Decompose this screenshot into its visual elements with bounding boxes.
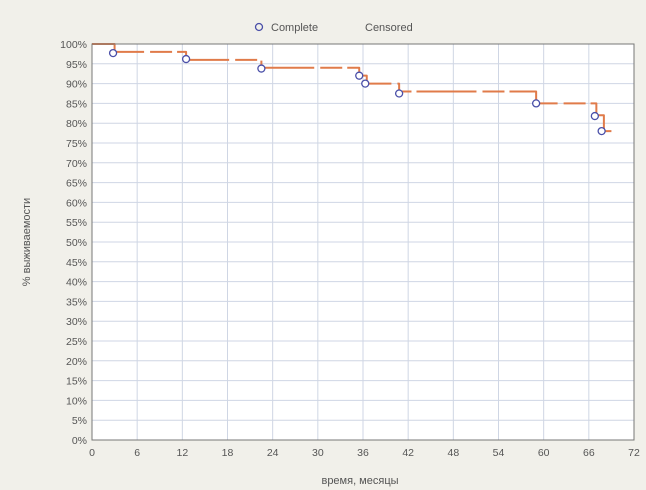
legend-complete-marker (254, 22, 264, 32)
y-tick-label: 20% (66, 356, 87, 368)
plot-frame (91, 43, 635, 441)
y-tick-label: 85% (66, 98, 87, 110)
y-tick-label: 65% (66, 178, 87, 190)
y-tick-label: 25% (66, 336, 87, 348)
y-tick-label: 45% (66, 257, 87, 269)
x-tick-label: 54 (493, 447, 505, 459)
x-tick-label: 6 (134, 447, 140, 459)
x-tick-label: 0 (89, 447, 95, 459)
y-tick-label: 55% (66, 217, 87, 229)
y-tick-label: 5% (72, 415, 87, 427)
grid (91, 43, 635, 441)
complete-point (597, 126, 606, 136)
legend: Complete Censored (254, 22, 413, 34)
x-tick-label: 18 (222, 447, 234, 459)
x-tick-label: 42 (402, 447, 414, 459)
complete-point (181, 54, 191, 64)
x-tick-label: 12 (176, 447, 188, 459)
y-tick-label: 100% (60, 39, 87, 51)
y-tick-label: 95% (66, 59, 87, 71)
x-axis-title: время, месяцы (321, 475, 398, 487)
y-tick-label: 50% (66, 237, 87, 249)
y-tick-label: 35% (66, 296, 87, 308)
y-tick-label: 40% (66, 277, 87, 289)
y-tick-label: 30% (66, 316, 87, 328)
x-tick-label: 30 (312, 447, 324, 459)
complete-point (590, 111, 600, 121)
complete-point (257, 64, 266, 73)
x-tick-label: 36 (357, 447, 369, 459)
y-tick-labels: 0% 5% 10% 15% 20% 25% 30% 35% 40% 45% 50% 55% 60% 65%… (60, 39, 87, 447)
y-tick-label: 15% (66, 376, 87, 388)
y-tick-label: 75% (66, 138, 87, 150)
x-tick-label: 24 (267, 447, 279, 459)
y-tick-label: 80% (66, 118, 87, 130)
y-tick-label: 10% (66, 395, 87, 407)
complete-point (355, 71, 364, 80)
x-tick-label: 60 (538, 447, 550, 459)
complete-point (531, 99, 541, 108)
complete-point (108, 48, 118, 58)
y-tick-label: 70% (66, 158, 87, 170)
x-tick-labels: 0 6 12 18 24 30 36 42 48 54 60 66 72 (89, 447, 640, 459)
x-tick-label: 66 (583, 447, 595, 459)
points-layer (108, 48, 606, 136)
y-axis-title: % выживаемости (21, 198, 33, 286)
legend-censored-label: Censored (365, 22, 413, 34)
complete-point (394, 89, 404, 98)
legend-complete-label: Complete (271, 22, 318, 34)
y-tick-label: 90% (66, 79, 87, 91)
y-tick-label: 0% (72, 435, 87, 447)
x-tick-label: 48 (447, 447, 459, 459)
complete-point (361, 79, 370, 88)
y-tick-label: 60% (66, 197, 87, 209)
x-tick-label: 72 (628, 447, 640, 459)
